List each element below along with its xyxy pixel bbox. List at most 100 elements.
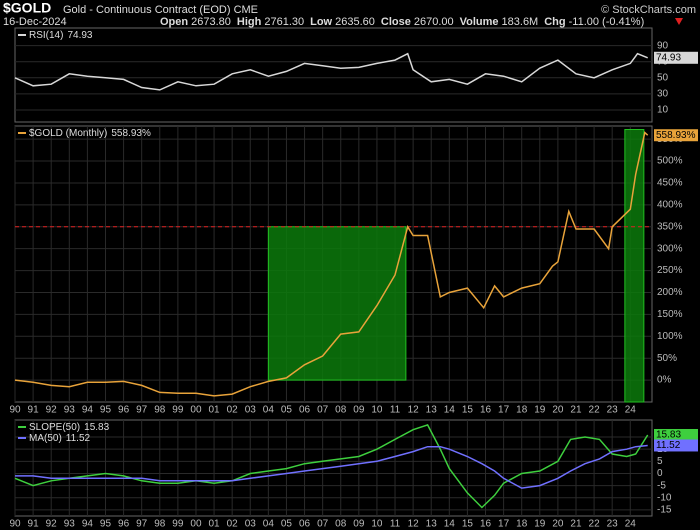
value-box-label: 74.93	[656, 52, 681, 63]
y-tick-label: 300%	[657, 243, 683, 254]
x-tick-label: 16	[480, 405, 492, 416]
x-tick-label: 11	[390, 405, 401, 416]
legend-value: 74.93	[67, 30, 92, 41]
x-tick-label: 03	[245, 405, 257, 416]
x-tick-label: 21	[570, 405, 582, 416]
x-tick-label: 22	[589, 405, 601, 416]
y-tick-label: 200%	[657, 287, 683, 298]
value-box	[654, 439, 698, 452]
x-tick-label: 93	[64, 519, 76, 530]
series-line	[14, 131, 649, 397]
x-tick-label: 23	[607, 519, 619, 530]
x-tick-label: 97	[136, 519, 148, 530]
x-tick-label: 17	[498, 405, 510, 416]
x-tick-label: 08	[335, 519, 347, 530]
legend-name: RSI(14)	[29, 30, 63, 41]
x-tick-label: 11	[390, 519, 401, 530]
y-tick-label: 100%	[657, 331, 683, 342]
quote-value: 2635.60	[335, 16, 375, 28]
value-box	[654, 51, 698, 64]
y-tick-label: 90	[657, 40, 669, 51]
legend-name: $GOLD (Monthly)	[29, 128, 107, 139]
x-tick-label: 00	[190, 405, 202, 416]
y-tick-label: 50	[657, 72, 669, 83]
quote-label: High	[237, 16, 262, 28]
x-tick-label: 04	[263, 405, 275, 416]
down-arrow	[675, 18, 683, 25]
x-tick-label: 18	[516, 519, 528, 530]
y-tick-label: 250%	[657, 265, 683, 276]
x-tick-label: 02	[227, 519, 239, 530]
x-tick-label: 15	[462, 405, 474, 416]
x-tick-label: 00	[190, 519, 202, 530]
x-tick-label: 94	[82, 405, 94, 416]
y-tick-label: 500%	[657, 156, 683, 167]
quote-value: 2670.00	[414, 16, 454, 28]
x-tick-label: 09	[353, 405, 365, 416]
x-tick-label: 12	[408, 519, 420, 530]
series-line	[15, 444, 648, 489]
legend-entry: MA(50) 11.52	[29, 433, 91, 444]
x-tick-label: 95	[100, 405, 112, 416]
legend-entry: RSI(14) 74.93	[29, 30, 93, 41]
y-tick-label: 0	[657, 468, 663, 479]
quote-label: Volume	[460, 16, 499, 28]
highlight-region	[624, 129, 645, 403]
x-tick-label: 95	[100, 519, 112, 530]
x-tick-label: 01	[209, 519, 221, 530]
value-box-label: 11.52	[656, 440, 681, 451]
x-tick-label: 98	[154, 405, 166, 416]
x-tick-label: 07	[317, 519, 329, 530]
exchange: CME	[234, 4, 258, 16]
x-tick-label: 09	[353, 519, 365, 530]
x-tick-label: 14	[444, 519, 456, 530]
y-tick-label: -15	[657, 505, 672, 516]
x-tick-label: 93	[64, 405, 76, 416]
legend-value: 11.52	[66, 433, 91, 444]
x-tick-label: 12	[408, 405, 420, 416]
quote-value: 2761.30	[264, 16, 304, 28]
x-tick-label: 96	[118, 405, 130, 416]
quote-value: -11.00 (-0.41%)	[569, 16, 645, 28]
quote-value: 2673.80	[191, 16, 231, 28]
x-tick-label: 13	[426, 405, 438, 416]
x-tick-label: 07	[317, 405, 329, 416]
x-tick-label: 90	[9, 405, 21, 416]
x-tick-label: 10	[371, 519, 383, 530]
panel-frame	[14, 27, 653, 123]
y-tick-label: 150%	[657, 309, 683, 320]
x-tick-label: 08	[335, 405, 347, 416]
x-tick-label: 16	[480, 519, 492, 530]
name: Gold - Continuous Contract (EOD)	[63, 4, 231, 16]
quote-label: Close	[381, 16, 411, 28]
quote: Open 2673.80 High 2761.30 Low 2635.60 Close 267…	[160, 16, 644, 28]
x-tick-label: 90	[9, 519, 21, 530]
value-box	[654, 428, 698, 441]
x-tick-label: 15	[462, 519, 474, 530]
y-tick-label: 30	[657, 89, 669, 100]
quote-value: 183.6M	[502, 16, 539, 28]
x-tick-label: 19	[534, 519, 546, 530]
quote-label: Open	[160, 16, 188, 28]
symbol: $GOLD	[3, 0, 51, 16]
quote-label: Chg	[544, 16, 565, 28]
x-tick-label: 23	[607, 405, 619, 416]
x-tick-label: 24	[625, 405, 637, 416]
y-tick-label: 350%	[657, 221, 683, 232]
legend-entry: SLOPE(50) 15.83	[29, 422, 110, 433]
legend-name: MA(50)	[29, 433, 62, 444]
value-box-label: 558.93%	[656, 130, 696, 141]
x-tick-label: 04	[263, 519, 275, 530]
x-tick-label: 22	[589, 519, 601, 530]
y-tick-label: -10	[657, 492, 672, 503]
y-tick-label: 450%	[657, 178, 683, 189]
x-tick-label: 98	[154, 519, 166, 530]
x-tick-label: 99	[172, 405, 184, 416]
x-tick-label: 14	[444, 405, 456, 416]
x-tick-label: 21	[570, 519, 582, 530]
x-tick-label: 13	[426, 519, 438, 530]
legend-value: 558.93%	[111, 128, 151, 139]
x-tick-label: 01	[209, 405, 221, 416]
